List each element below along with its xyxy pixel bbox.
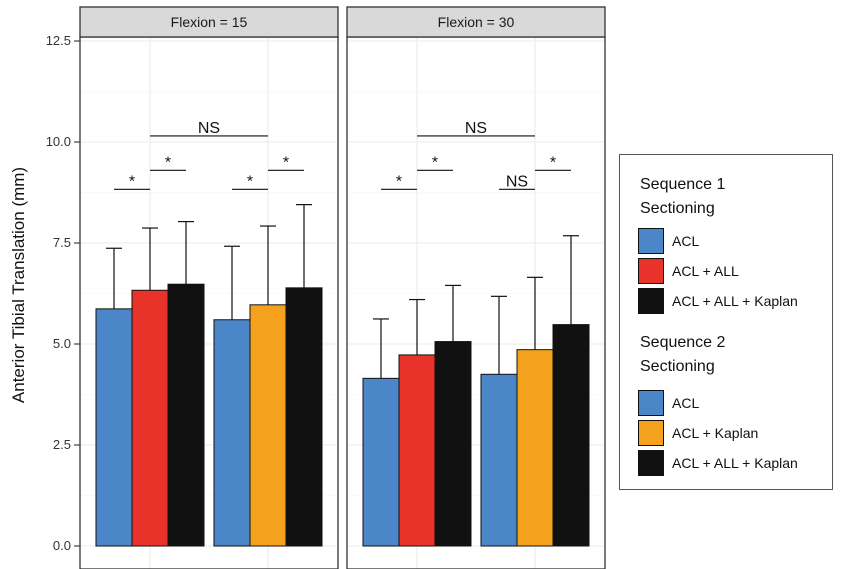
bar-p1-g2-1 <box>213 319 251 547</box>
legend-label-seq1-acl-all: ACL + ALL <box>672 263 739 279</box>
legend-label-seq1-acl: ACL <box>672 233 700 249</box>
significance-label: * <box>165 154 171 171</box>
significance-label: * <box>432 154 438 171</box>
bar-p1-g1-1 <box>95 308 133 547</box>
y-tick-label: 12.5 <box>46 33 71 48</box>
plot-layer: * * * * NS Flexion = 15 * * NS * NS Flexion = 30 0.0… <box>46 6 606 569</box>
y-axis-label: Anterior Tibial Translation (mm) <box>9 167 28 403</box>
significance-label: NS <box>506 173 528 190</box>
bar-p2-g1-2 <box>398 354 436 547</box>
bar-p2-g2-2 <box>516 349 554 547</box>
legend-item-seq2-acl: ACL <box>638 389 699 417</box>
bar-p2-g1-1 <box>362 377 400 547</box>
legend-swatch-seq2-acl-kaplan <box>638 420 664 446</box>
legend-swatch-seq1-acl-all <box>638 258 664 284</box>
bar-p2-g2-1 <box>480 373 518 547</box>
legend-swatch-seq2-acl <box>638 390 664 416</box>
legend-item-seq2-acl-all-kaplan: ACL + ALL + Kaplan <box>638 449 798 477</box>
legend-title-seq1-line2: Sectioning <box>640 200 715 217</box>
significance-label: NS <box>465 120 487 137</box>
legend-swatch-seq2-acl-all-kaplan <box>638 450 664 476</box>
legend-title-seq2-line2: Sectioning <box>640 358 715 375</box>
legend-item-seq2-acl-kaplan: ACL + Kaplan <box>638 419 758 447</box>
panel-title: Flexion = 15 <box>171 14 248 30</box>
bar-p2-g2-3 <box>552 324 590 547</box>
significance-label: * <box>550 154 556 171</box>
legend-item-seq1-acl: ACL <box>638 227 699 255</box>
significance-label: * <box>129 173 135 190</box>
legend-label-seq2-acl-all-kaplan: ACL + ALL + Kaplan <box>672 455 798 471</box>
legend-swatch-seq1-acl-all-kaplan <box>638 288 664 314</box>
y-tick-label: 0.0 <box>53 538 71 553</box>
panel-2: * * NS * NS Flexion = 30 <box>346 6 606 569</box>
panel-1: * * * * NS Flexion = 15 <box>79 6 339 569</box>
bar-p1-g2-2 <box>249 304 287 547</box>
y-tick-label: 2.5 <box>53 437 71 452</box>
legend: Sequence 1 Sectioning ACL ACL + ALL ACL … <box>619 154 833 490</box>
bar-p1-g1-3 <box>167 283 205 547</box>
legend-label-seq2-acl: ACL <box>672 395 700 411</box>
significance-label: * <box>396 173 402 190</box>
legend-title-seq2-line1: Sequence 2 <box>640 334 726 351</box>
legend-item-seq1-acl-all: ACL + ALL <box>638 257 739 285</box>
bar-p1-g1-2 <box>131 289 169 547</box>
panel-strip <box>79 6 339 38</box>
y-tick-label: 7.5 <box>53 235 71 250</box>
legend-title-seq1-line1: Sequence 1 <box>640 176 726 193</box>
panel-strip <box>346 6 606 38</box>
bar-p2-g1-3 <box>434 341 472 547</box>
bar-p1-g2-3 <box>285 287 323 547</box>
y-tick-label: 5.0 <box>53 336 71 351</box>
panel-title: Flexion = 30 <box>438 14 515 30</box>
legend-item-seq1-acl-all-kaplan: ACL + ALL + Kaplan <box>638 287 798 315</box>
significance-label: * <box>283 154 289 171</box>
significance-label: NS <box>198 120 220 137</box>
y-tick-label: 10.0 <box>46 134 71 149</box>
significance-label: * <box>247 173 253 190</box>
legend-label-seq1-acl-all-kaplan: ACL + ALL + Kaplan <box>672 293 798 309</box>
legend-label-seq2-acl-kaplan: ACL + Kaplan <box>672 425 759 441</box>
legend-swatch-seq1-acl <box>638 228 664 254</box>
